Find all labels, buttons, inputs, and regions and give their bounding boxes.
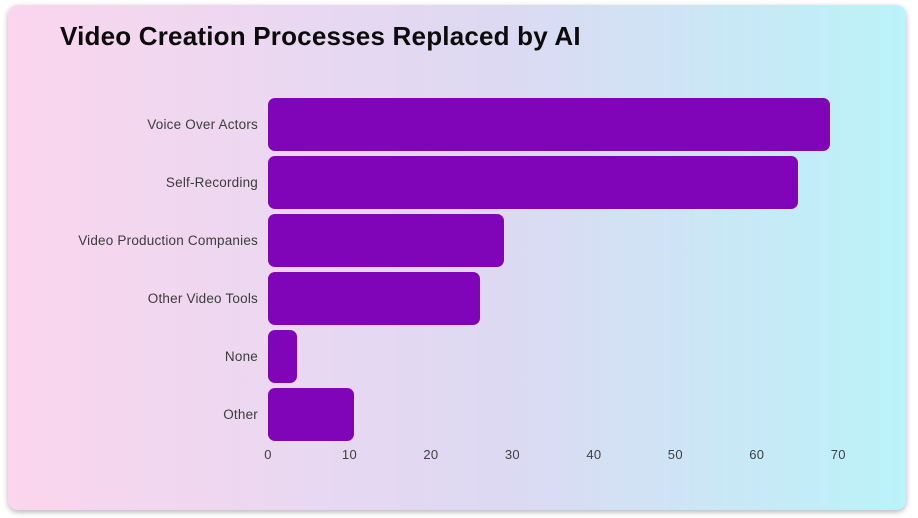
bar [268, 387, 354, 441]
bar [268, 271, 480, 325]
x-tick-label: 20 [423, 447, 439, 462]
x-tick-label: 60 [749, 447, 765, 462]
x-tick-label: 50 [667, 447, 683, 462]
category-label: Video Production Companies [78, 232, 258, 248]
bar-track [268, 329, 879, 383]
chart-title: Video Creation Processes Replaced by AI [60, 21, 581, 51]
x-tick-label: 0 [264, 447, 272, 462]
category-label: Other Video Tools [147, 290, 258, 306]
chart-row: Voice Over Actors [8, 95, 879, 153]
chart-row: Video Production Companies [8, 211, 879, 269]
category-label: Other [223, 406, 258, 422]
chart-rows: Voice Over Actors Self-Recording Video Pro… [8, 95, 879, 443]
bar [268, 329, 297, 383]
bar-track [268, 271, 879, 325]
chart-card: Video Creation Processes Replaced by AI … [8, 5, 906, 510]
bar [268, 97, 831, 151]
x-tick-label: 70 [830, 447, 846, 462]
category-label: Voice Over Actors [147, 116, 258, 132]
bar [268, 155, 798, 209]
category-label: Self-Recording [165, 174, 258, 190]
bar-track [268, 97, 879, 151]
bar-track [268, 387, 879, 441]
category-label: None [224, 348, 258, 364]
chart-row: Other Video Tools [8, 269, 879, 327]
x-axis: 0 10 20 30 40 50 60 70 [264, 445, 879, 465]
chart-row: None [8, 327, 879, 385]
x-tick-label: 30 [504, 447, 520, 462]
chart-row: Self-Recording [8, 153, 879, 211]
bar [268, 213, 505, 267]
x-tick-label: 10 [341, 447, 357, 462]
x-tick-label: 40 [586, 447, 602, 462]
bar-track [268, 155, 879, 209]
bar-track [268, 213, 879, 267]
chart-row: Other [8, 385, 879, 443]
